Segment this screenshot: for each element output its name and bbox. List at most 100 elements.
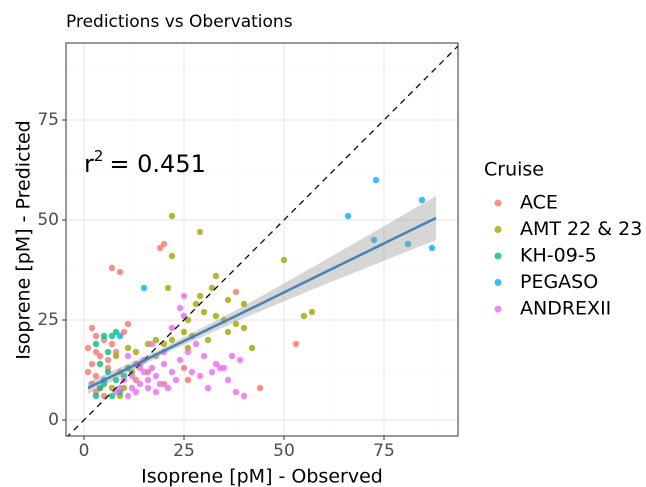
point xyxy=(92,392,100,400)
point xyxy=(404,240,412,248)
point xyxy=(152,388,160,396)
point xyxy=(292,340,300,348)
point xyxy=(164,284,172,292)
r2-annotation: r2 = 0.451 xyxy=(84,147,206,179)
y-axis-title: Isoprene [pM] - Predicted xyxy=(13,120,35,359)
axes: 0 25 50 75 0 25 50 75 xyxy=(37,110,394,461)
point xyxy=(108,392,116,400)
point xyxy=(240,324,248,332)
point xyxy=(308,308,316,316)
point xyxy=(116,384,124,392)
legend-swatch xyxy=(494,226,502,233)
point xyxy=(92,348,100,356)
legend-label: ANDREXII xyxy=(520,298,611,320)
legend-swatch xyxy=(494,305,502,313)
point xyxy=(168,212,176,220)
point xyxy=(232,320,240,328)
point xyxy=(180,328,188,336)
point xyxy=(124,320,132,328)
y-tick-label: 75 xyxy=(37,110,59,130)
point xyxy=(128,384,136,392)
point xyxy=(148,340,156,348)
point xyxy=(212,272,220,280)
point xyxy=(140,368,148,376)
point xyxy=(176,356,184,364)
point xyxy=(124,344,132,352)
x-tick-label: 25 xyxy=(173,441,195,461)
point xyxy=(124,352,132,360)
point xyxy=(300,312,308,320)
point xyxy=(96,360,104,368)
point xyxy=(224,328,232,336)
legend-label: ACE xyxy=(520,192,558,214)
point xyxy=(156,244,164,252)
point xyxy=(108,264,116,272)
x-tick-label: 75 xyxy=(373,441,395,461)
chart-title: Predictions vs Obervations xyxy=(66,12,293,32)
y-tick-label: 25 xyxy=(37,310,59,330)
point xyxy=(116,332,124,340)
point xyxy=(168,368,176,376)
point xyxy=(88,360,96,368)
point xyxy=(216,364,224,372)
point xyxy=(132,388,140,396)
point xyxy=(180,364,188,372)
point xyxy=(208,368,216,376)
point xyxy=(372,176,380,184)
point xyxy=(224,376,232,384)
point xyxy=(176,304,184,312)
panel-border xyxy=(65,42,459,437)
point xyxy=(112,376,120,384)
point xyxy=(144,376,152,384)
point xyxy=(224,296,232,304)
point xyxy=(168,324,176,332)
point xyxy=(370,236,378,244)
point xyxy=(200,308,208,316)
point xyxy=(156,380,164,388)
point xyxy=(280,256,288,264)
point xyxy=(144,384,152,392)
point xyxy=(96,384,104,392)
identity-line xyxy=(67,45,458,436)
point xyxy=(212,312,220,320)
legend-label: AMT 22 & 23 xyxy=(520,218,642,240)
point xyxy=(168,252,176,260)
point xyxy=(204,336,212,344)
x-tick-label: 50 xyxy=(273,441,295,461)
legend-label: KH-09-5 xyxy=(520,245,597,267)
point xyxy=(148,364,156,372)
point xyxy=(136,380,144,388)
point xyxy=(172,376,180,384)
point xyxy=(104,356,112,364)
point xyxy=(92,372,100,380)
point xyxy=(160,240,168,248)
x-axis-title: Isoprene [pM] - Observed xyxy=(141,466,383,487)
point xyxy=(108,340,116,348)
point xyxy=(84,368,92,376)
legend-title: Cruise xyxy=(484,159,544,181)
point xyxy=(112,328,120,336)
point xyxy=(196,292,204,300)
point xyxy=(108,332,116,340)
point xyxy=(132,376,140,384)
point xyxy=(212,360,220,368)
point xyxy=(344,212,352,220)
point xyxy=(112,352,120,360)
point xyxy=(140,284,148,292)
point xyxy=(164,384,172,392)
fit-line xyxy=(87,216,437,390)
annotation-sup: 2 xyxy=(94,147,104,165)
point xyxy=(92,340,100,348)
point xyxy=(152,336,160,344)
point xyxy=(196,372,204,380)
legend-swatch xyxy=(494,199,502,207)
point xyxy=(228,352,236,360)
point xyxy=(192,300,200,308)
point xyxy=(152,372,160,380)
legend: ACE AMT 22 & 23 KH-09-5 PEGASO ANDREXII xyxy=(494,192,642,320)
point xyxy=(188,368,196,376)
point xyxy=(92,332,100,340)
point xyxy=(196,228,204,236)
y-tick-label: 0 xyxy=(48,410,59,430)
point xyxy=(124,392,132,400)
